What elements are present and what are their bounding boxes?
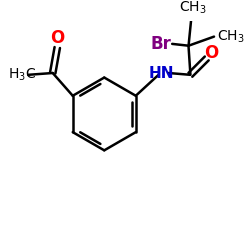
Text: Br: Br: [151, 35, 172, 53]
Text: CH$_3$: CH$_3$: [179, 0, 207, 16]
Text: O: O: [204, 44, 218, 62]
Text: HN: HN: [148, 66, 174, 80]
Text: CH$_3$: CH$_3$: [216, 28, 244, 45]
Text: O: O: [50, 30, 64, 48]
Text: H$_3$C: H$_3$C: [8, 66, 36, 83]
